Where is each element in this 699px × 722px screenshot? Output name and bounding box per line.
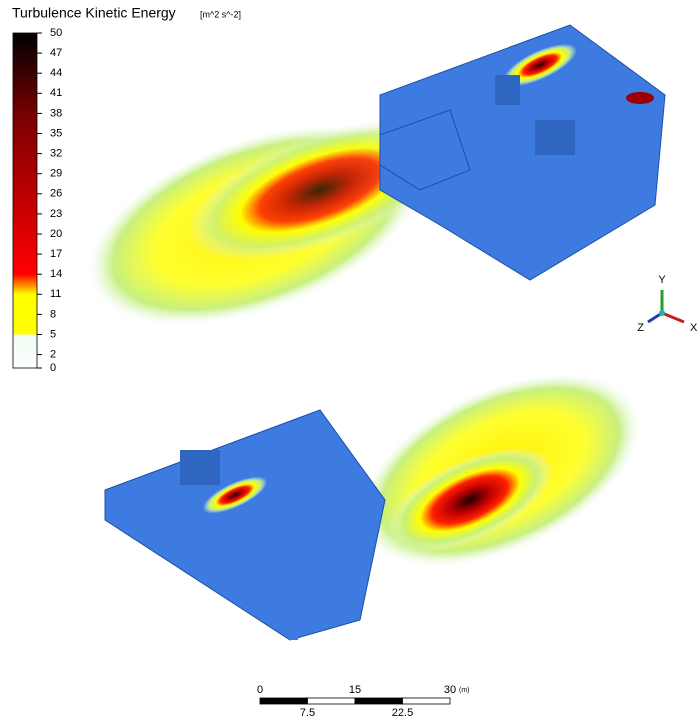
lower-render — [105, 334, 670, 640]
tick-label: 47 — [50, 47, 62, 59]
legend-ticks: 50 47 44 41 38 35 32 29 26 23 20 17 14 11 8 5 20 — [37, 27, 62, 374]
axis-label: Y — [658, 274, 666, 286]
axis-label: X — [690, 322, 698, 334]
tick-label: 35 — [50, 127, 62, 139]
legend-unit: [m^2 s^-2] — [200, 9, 241, 19]
tick-label: 0 — [50, 362, 56, 374]
upper-render — [61, 25, 665, 365]
scale-bar: 0 15 30 7.5 22.5 (m) — [257, 684, 470, 719]
tick-label: 41 — [50, 87, 62, 99]
tick-label: 32 — [50, 148, 62, 160]
tick-label: 8 — [50, 308, 56, 320]
colorbar — [13, 33, 37, 368]
tick-label: 14 — [50, 268, 62, 280]
tick-label: 20 — [50, 228, 62, 240]
scale-label: 30 — [444, 684, 456, 696]
scale-segment — [308, 698, 356, 704]
scale-segment — [355, 698, 403, 704]
scale-label: 7.5 — [300, 707, 315, 719]
tick-label: 11 — [50, 288, 61, 300]
axis-label: Z — [637, 322, 644, 334]
scale-segment — [403, 698, 451, 704]
tick-label: 2 — [50, 349, 56, 361]
tick-label: 23 — [50, 208, 62, 220]
tick-label: 17 — [50, 248, 62, 260]
scale-segment — [260, 698, 308, 704]
tick-label: 29 — [50, 168, 62, 180]
tick-label: 26 — [50, 188, 62, 200]
scale-label: 15 — [349, 684, 361, 696]
screen: Turbulence Kinetic Energy [m^2 s^-2] 504… — [0, 0, 699, 722]
tick-label: 44 — [50, 67, 62, 79]
tick-label: 50 — [50, 27, 62, 39]
scale-label: 22.5 — [392, 707, 413, 719]
scale-label: 0 — [257, 684, 263, 696]
tick-label: 38 — [50, 107, 62, 119]
scale-unit: (m) — [459, 687, 470, 694]
axes-triad: Y Z X — [637, 274, 698, 334]
tick-label: 5 — [50, 328, 56, 340]
legend-title: Turbulence Kinetic Energy — [12, 5, 176, 21]
